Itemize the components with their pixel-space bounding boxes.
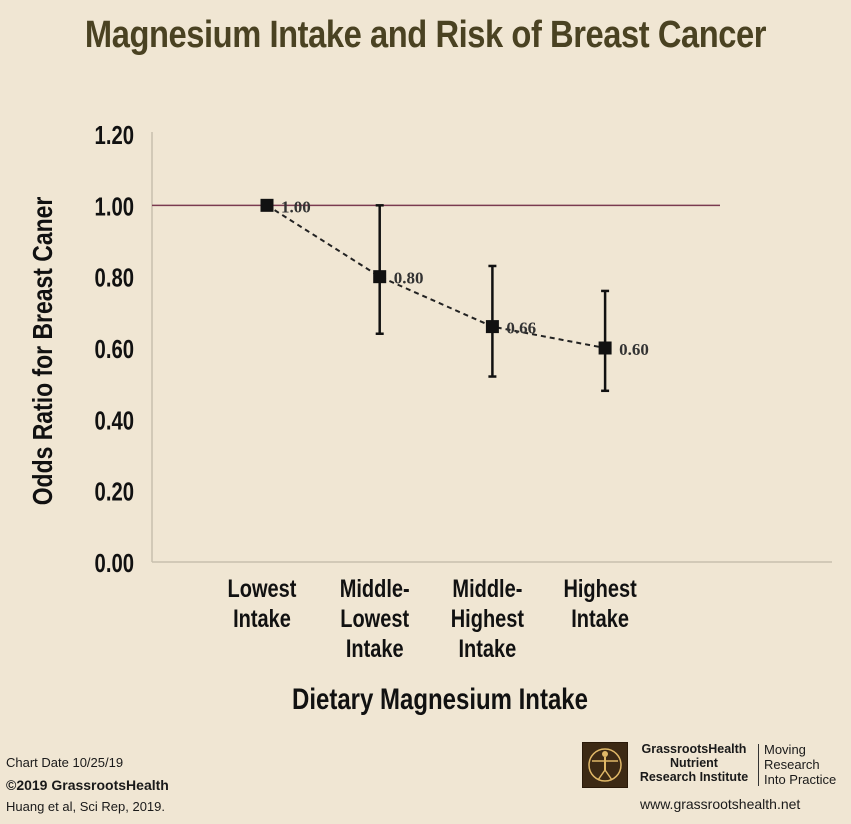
tagline-2: Research	[764, 757, 820, 772]
data-point-marker	[485, 320, 499, 334]
x-tick-label: Middle-	[340, 575, 410, 603]
data-label: 0.80	[394, 269, 424, 288]
org-line-1: GrassrootsHealth	[641, 742, 747, 756]
vitruvian-man-icon	[582, 742, 628, 788]
x-tick-label: Intake	[233, 605, 291, 633]
y-tick-label: 0.40	[95, 406, 134, 435]
org-line-3: Research Institute	[639, 770, 749, 784]
x-tick-label: Highest	[451, 605, 525, 633]
data-point-marker	[598, 341, 612, 355]
logo-divider	[758, 744, 759, 786]
x-tick-label: Highest	[563, 575, 637, 603]
x-axis-label: Dietary Magnesium Intake	[292, 681, 588, 715]
org-tagline: Moving Research Into Practice	[764, 742, 836, 787]
data-point-marker	[373, 270, 387, 284]
data-point-marker	[260, 198, 274, 212]
data-label: 1.00	[281, 197, 311, 216]
x-tick-label: Middle-	[452, 575, 522, 603]
org-name: GrassrootsHealth Nutrient Research Insti…	[634, 742, 754, 784]
y-tick-label: 1.00	[95, 192, 134, 221]
y-tick-label: 0.20	[95, 477, 134, 506]
tagline-3: Into Practice	[764, 772, 837, 787]
y-tick-label: 0.60	[95, 335, 134, 364]
x-tick-label: Intake	[346, 635, 404, 663]
data-label: 0.66	[506, 319, 536, 338]
tagline-1: Moving	[764, 742, 806, 757]
org-logo: GrassrootsHealth Nutrient Research Insti…	[582, 742, 847, 792]
x-tick-label: Intake	[459, 635, 517, 663]
copyright: ©2019 GrassrootsHealth	[6, 777, 169, 793]
citation: Huang et al, Sci Rep, 2019.	[6, 799, 165, 814]
x-tick-label: Intake	[571, 605, 629, 633]
website-link[interactable]: www.grassrootshealth.net	[640, 796, 801, 812]
org-line-2: Nutrient	[670, 756, 718, 770]
chart-svg: 0.00 0.20 0.40 0.60 0.80 1.00 1.20 Odds Ratio f…	[28, 121, 832, 716]
x-tick-label: Lowest	[228, 575, 297, 603]
y-tick-label: 0.00	[95, 549, 134, 578]
y-tick-label: 1.20	[95, 121, 134, 150]
chart-date: Chart Date 10/25/19	[6, 755, 124, 770]
y-axis-label: Odds Ratio for Breast Caner	[28, 197, 59, 506]
y-tick-label: 0.80	[95, 263, 134, 292]
footer-info: Chart Date 10/25/19 ©2019 GrassrootsHeal…	[6, 752, 169, 818]
series-line	[266, 204, 606, 349]
x-tick-label: Lowest	[340, 605, 409, 633]
chart-title: Magnesium Intake and Risk of Breast Canc…	[84, 14, 767, 56]
data-label: 0.60	[619, 340, 649, 359]
